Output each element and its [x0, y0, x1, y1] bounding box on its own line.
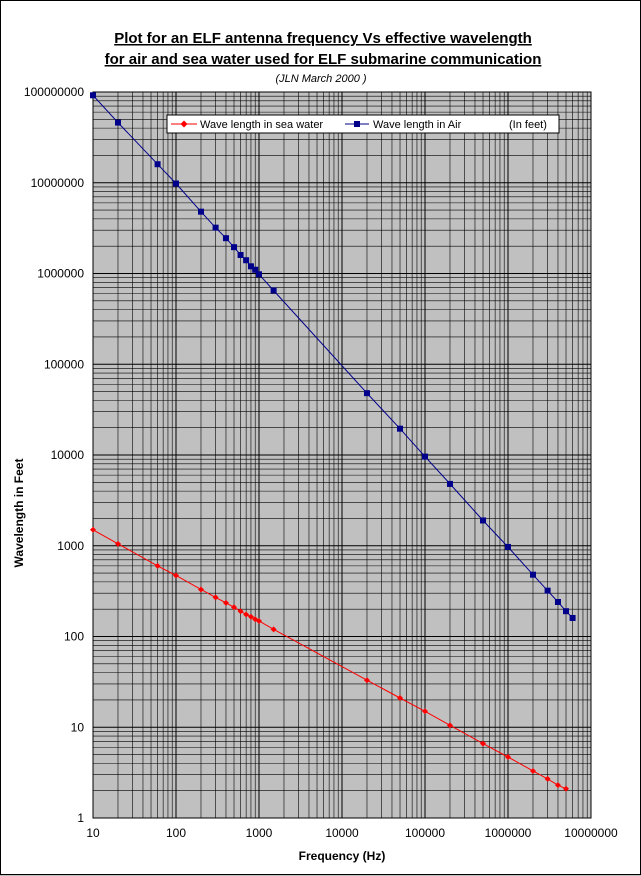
x-tick-label: 1000 [246, 826, 273, 840]
data-point-sea-water [222, 599, 229, 606]
data-point-sea-water [212, 594, 219, 601]
data-point-sea-water [243, 611, 250, 618]
chart-title-line2: for air and sea water used for ELF subma… [105, 51, 542, 68]
legend-swatch-marker-air [354, 121, 360, 127]
x-tick-label: 10000000 [564, 826, 618, 840]
data-point-air [480, 517, 487, 524]
data-point-air [90, 92, 96, 99]
data-point-air [569, 614, 576, 621]
data-point-air [231, 244, 238, 251]
data-point-sea-water [256, 618, 262, 625]
y-tick-label: 1000000 [37, 267, 84, 281]
data-point-sea-water [529, 767, 536, 774]
tick-labels: 10 100 1000 10000 100000 1000000 1000000011010… [24, 85, 618, 840]
series-air [90, 92, 576, 621]
y-tick-label: 100000000 [24, 85, 84, 99]
x-tick-label: 100000 [405, 826, 445, 840]
data-point-sea-water [231, 604, 238, 611]
data-point-air [197, 208, 204, 215]
data-point-air [563, 608, 570, 615]
data-point-sea-water [554, 782, 561, 789]
data-point-sea-water [422, 708, 428, 715]
y-tick-label: 100000 [44, 357, 84, 371]
data-point-air [529, 571, 536, 578]
data-point-sea-water [446, 722, 453, 729]
legend-note: (In feet) [509, 119, 547, 131]
data-point-air [222, 235, 229, 242]
data-point-air [173, 180, 179, 187]
legend-label-air: Wave length in Air [373, 119, 462, 131]
data-point-sea-water [270, 626, 277, 633]
x-tick-label: 1000000 [485, 826, 532, 840]
series-layer [90, 92, 576, 792]
data-point-sea-water [154, 562, 161, 569]
legend-label-sea: Wave length in sea water [200, 119, 323, 131]
series-sea-water [90, 526, 570, 792]
legend-swatch-marker-sea [180, 120, 188, 128]
data-point-sea-water [563, 785, 570, 792]
data-point-air [247, 263, 254, 270]
chart-subtitle: (JLN March 2000 ) [275, 73, 366, 85]
data-point-sea-water [173, 572, 179, 579]
y-tick-label: 10000000 [31, 176, 85, 190]
y-tick-label: 1000 [57, 539, 84, 553]
data-point-sea-water [397, 695, 404, 702]
data-point-air [252, 266, 259, 273]
data-point-sea-water [237, 608, 244, 615]
y-tick-label: 10000 [51, 448, 85, 462]
data-point-sea-water [247, 613, 254, 620]
y-axis-label: Wavelength in Feet [12, 459, 26, 568]
chart-title-line1: Plot for an ELF antenna frequency Vs eff… [114, 30, 532, 47]
data-point-air [237, 251, 244, 258]
data-point-sea-water [90, 526, 96, 533]
data-point-air [363, 390, 370, 397]
y-tick-label: 100 [64, 630, 84, 644]
data-point-air [270, 287, 277, 294]
data-point-air [397, 425, 404, 432]
data-point-air [446, 480, 453, 487]
y-tick-label: 1 [77, 811, 84, 825]
y-tick-label: 10 [71, 720, 85, 734]
data-point-air [212, 224, 219, 231]
data-point-air [256, 271, 262, 278]
data-point-air [554, 598, 561, 605]
data-point-sea-water [114, 540, 121, 547]
x-tick-label: 10 [86, 826, 100, 840]
data-point-sea-water [197, 586, 204, 593]
data-point-sea-water [505, 754, 511, 761]
legend: Wave length in sea water Wave length in … [166, 114, 560, 134]
data-point-air [243, 257, 250, 264]
x-axis-label: Frequency (Hz) [299, 849, 386, 863]
data-point-air [544, 587, 551, 594]
data-point-air [505, 543, 511, 550]
data-point-air [422, 453, 428, 460]
data-point-sea-water [363, 677, 370, 684]
x-tick-label: 10000 [325, 826, 359, 840]
data-point-sea-water [544, 775, 551, 782]
data-point-sea-water [480, 740, 487, 747]
x-tick-label: 100 [166, 826, 186, 840]
data-point-air [154, 161, 161, 168]
data-point-air [114, 119, 121, 126]
